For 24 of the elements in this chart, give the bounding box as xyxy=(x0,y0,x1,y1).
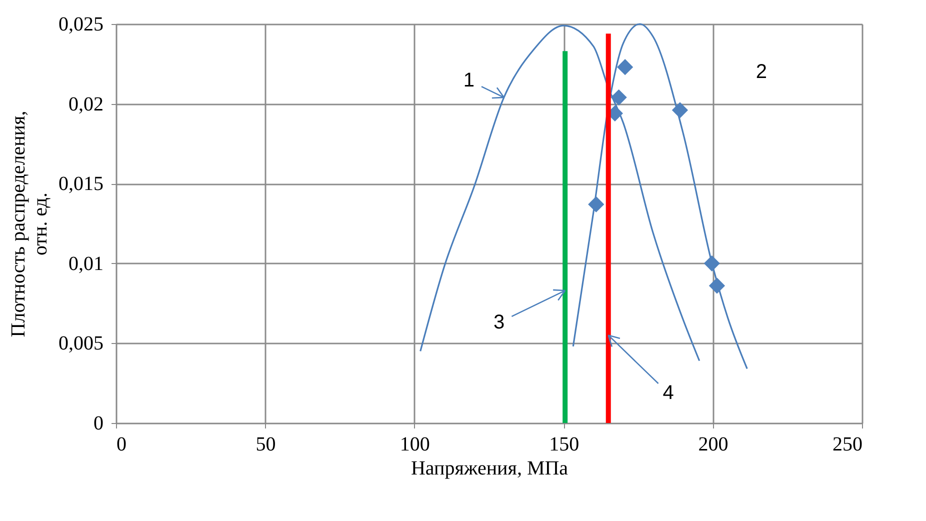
y-tick-label: 0 xyxy=(94,412,104,434)
point xyxy=(672,102,688,118)
y-tick-label: 0,01 xyxy=(68,252,104,275)
y-tick-label: 0,015 xyxy=(58,173,104,196)
x-axis-title: Напряжения, МПа xyxy=(410,458,568,480)
x-tick-label: 150 xyxy=(549,434,580,456)
annotation: 3 xyxy=(494,312,505,334)
y-tick-label: 0,005 xyxy=(58,332,104,355)
annotation: 2 xyxy=(756,61,767,83)
annotation: 1 xyxy=(463,69,474,92)
point xyxy=(588,196,604,212)
point xyxy=(708,278,726,294)
y-tick-label: 0,02 xyxy=(68,93,104,116)
annotation: 4 xyxy=(662,382,674,404)
point xyxy=(610,89,627,106)
x-tick-label: 250 xyxy=(832,434,862,456)
y-tick-label: 0,025 xyxy=(58,14,104,36)
point xyxy=(617,59,634,76)
x-tick-label: 0 xyxy=(116,434,126,456)
x-tick-label: 200 xyxy=(698,434,728,456)
x-tick-label: 50 xyxy=(256,434,276,456)
point xyxy=(704,255,720,272)
x-tick-label: 100 xyxy=(400,434,430,456)
y-axis-title: Плотность распределения, отн. ед. xyxy=(8,110,52,338)
